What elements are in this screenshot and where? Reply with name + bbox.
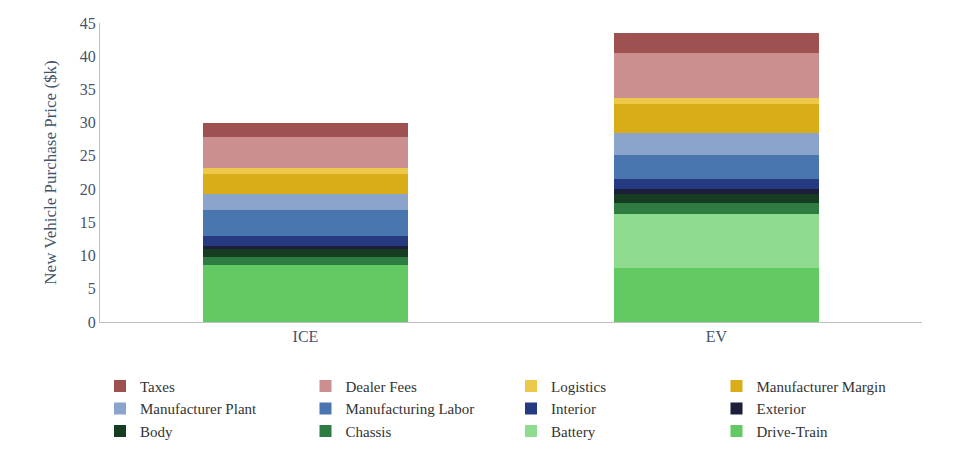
svg-text:Interior: Interior — [551, 401, 596, 417]
svg-text:EV: EV — [706, 328, 728, 345]
svg-text:Manufacturing Labor: Manufacturing Labor — [346, 401, 475, 417]
svg-text:40: 40 — [80, 48, 96, 65]
svg-text:Exterior: Exterior — [757, 401, 806, 417]
svg-text:New Vehicle Purchase Price ($k: New Vehicle Purchase Price ($k) — [41, 60, 60, 284]
svg-text:30: 30 — [80, 114, 96, 131]
svg-text:Taxes: Taxes — [140, 379, 175, 395]
svg-text:ICE: ICE — [293, 328, 319, 345]
svg-text:20: 20 — [80, 181, 96, 198]
svg-text:10: 10 — [80, 247, 96, 264]
svg-text:Dealer Fees: Dealer Fees — [346, 379, 417, 395]
svg-text:Manufacturer Plant: Manufacturer Plant — [140, 401, 257, 417]
svg-text:Drive-Train: Drive-Train — [757, 424, 829, 440]
svg-text:5: 5 — [88, 280, 96, 297]
svg-text:Body: Body — [140, 424, 173, 440]
svg-text:0: 0 — [88, 314, 96, 331]
svg-text:45: 45 — [80, 15, 96, 32]
svg-text:15: 15 — [80, 214, 96, 231]
svg-text:35: 35 — [80, 81, 96, 98]
svg-text:Battery: Battery — [551, 424, 596, 440]
svg-text:Manufacturer Margin: Manufacturer Margin — [757, 379, 887, 395]
svg-text:25: 25 — [80, 147, 96, 164]
svg-text:Chassis: Chassis — [346, 424, 392, 440]
svg-text:Logistics: Logistics — [551, 379, 606, 395]
